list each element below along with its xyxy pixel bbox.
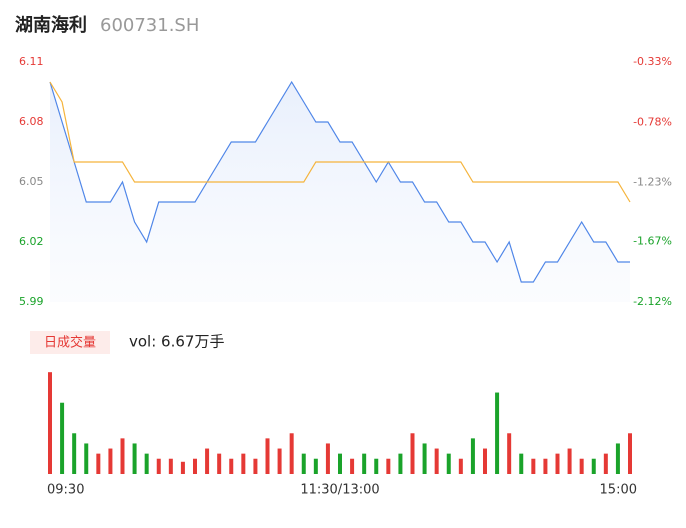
volume-bar	[313, 458, 318, 474]
average-line	[49, 81, 631, 203]
volume-bar	[579, 458, 584, 474]
volume-bar	[422, 443, 427, 474]
y2-tick-label: -1.67%	[633, 235, 672, 248]
volume-bar	[289, 433, 294, 474]
volume-bar	[120, 438, 125, 474]
volume-bar	[458, 458, 463, 474]
volume-bar	[108, 448, 113, 474]
volume-bar	[615, 443, 620, 474]
price-line	[49, 80, 630, 283]
volume-bar	[241, 453, 246, 474]
volume-bar	[180, 461, 185, 474]
volume-bar	[603, 453, 608, 474]
volume-bar	[253, 458, 258, 474]
volume-bar	[277, 448, 282, 474]
volume-bar	[156, 458, 161, 474]
volume-bar	[398, 453, 403, 474]
y-tick-label: 5.99	[19, 295, 44, 308]
volume-bar	[96, 453, 101, 474]
volume-bar	[567, 448, 572, 474]
volume-bar	[531, 458, 536, 474]
volume-bar	[628, 433, 632, 474]
volume-bar	[325, 443, 330, 474]
volume-bar	[470, 438, 475, 474]
volume-bar	[555, 453, 560, 474]
volume-bar	[144, 453, 149, 474]
chart-subtitle: 600731.SH	[100, 15, 199, 36]
x-tick-label: 11:30/13:00	[300, 483, 379, 498]
volume-total: vol: 6.67万手	[129, 333, 224, 351]
y2-tick-label: -1.23%	[633, 176, 672, 189]
x-tick-label: 09:30	[47, 483, 84, 498]
volume-bar	[495, 392, 500, 474]
volume-bar	[362, 453, 367, 474]
y-tick-label: 6.08	[19, 115, 44, 128]
volume-bar	[72, 433, 77, 474]
volume-bar	[193, 458, 197, 474]
volume-bar	[410, 433, 415, 474]
volume-bar	[168, 458, 173, 474]
volume-bar	[132, 443, 137, 474]
volume-bar	[519, 453, 524, 474]
y2-tick-label: -2.12%	[633, 295, 672, 308]
y-tick-label: 6.02	[19, 235, 44, 248]
volume-bar	[301, 453, 306, 474]
y2-tick-label: -0.33%	[633, 55, 672, 68]
volume-bar	[350, 458, 355, 474]
y-tick-label: 6.11	[19, 55, 44, 68]
volume-bar	[434, 448, 439, 474]
volume-tag: 日成交量	[44, 335, 96, 351]
volume-bar	[386, 458, 391, 474]
volume-bar	[60, 402, 65, 474]
volume-bar	[229, 458, 234, 474]
volume-bar	[483, 448, 487, 474]
volume-bar	[507, 433, 512, 474]
volume-bar	[446, 453, 451, 474]
x-tick-label: 15:00	[600, 483, 637, 498]
volume-bar	[591, 458, 596, 474]
volume-bar	[48, 372, 52, 474]
volume-tag-bg	[30, 331, 110, 354]
volume-bar	[374, 458, 379, 474]
volume-bar	[265, 438, 270, 474]
volume-bar	[217, 453, 222, 474]
price-area	[50, 82, 630, 302]
y2-tick-label: -0.78%	[633, 115, 672, 128]
y-tick-label: 6.05	[19, 175, 44, 188]
chart-title: 湖南海利	[15, 14, 87, 36]
volume-bar	[338, 453, 342, 474]
volume-bar	[205, 448, 210, 474]
volume-bar	[84, 443, 89, 474]
volume-bar	[543, 458, 548, 474]
